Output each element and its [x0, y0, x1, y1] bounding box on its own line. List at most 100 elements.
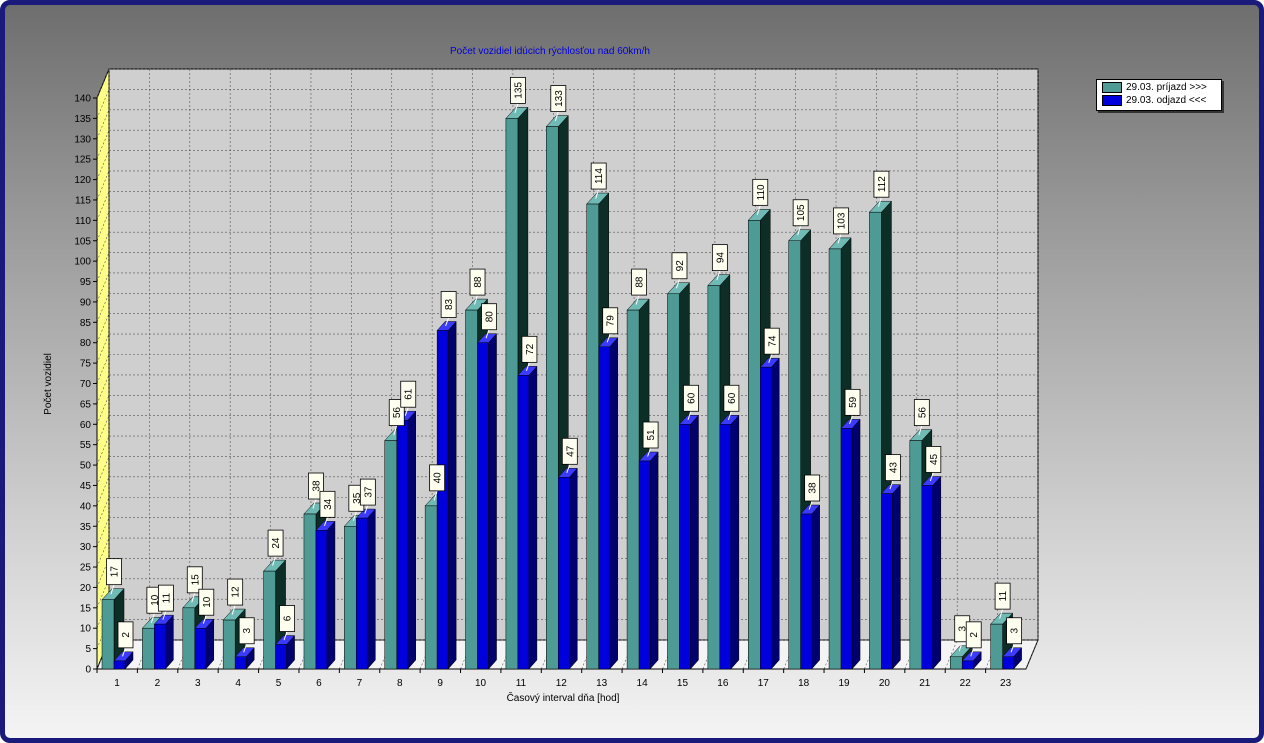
data-label: 114 — [594, 168, 605, 184]
bar — [303, 513, 317, 670]
y-tick-label: 105 — [74, 236, 91, 247]
y-tick-label: 135 — [74, 114, 91, 125]
y-tick-label: 75 — [80, 359, 92, 370]
data-label-leader — [687, 411, 692, 420]
data-label-box — [792, 199, 809, 227]
data-label: 6 — [283, 615, 294, 621]
data-label: 12 — [231, 586, 242, 598]
data-label-box — [561, 437, 578, 465]
y-tick-label: 5 — [85, 644, 91, 655]
data-label: 56 — [917, 407, 928, 419]
data-label-box — [550, 85, 567, 112]
data-label-box — [833, 207, 849, 235]
bar — [961, 660, 974, 670]
grid-line-floor — [258, 639, 271, 670]
bar-side — [851, 418, 861, 670]
data-label-box — [510, 76, 526, 104]
bar-side — [488, 333, 497, 670]
data-label: 35 — [352, 492, 363, 504]
grid-line-floor — [217, 639, 231, 670]
data-label-leader — [716, 270, 721, 281]
data-label-leader — [999, 608, 1004, 619]
grid-line-floor — [419, 639, 433, 670]
bar — [869, 211, 882, 670]
grid-line-side — [96, 272, 110, 303]
y-tick-label: 110 — [75, 216, 91, 227]
bar — [101, 599, 115, 670]
grid-line-side — [96, 537, 110, 568]
bar-side — [367, 508, 376, 670]
bar — [1002, 656, 1014, 670]
bar — [424, 505, 438, 670]
data-label-box — [227, 578, 244, 606]
data-label: 74 — [767, 335, 778, 347]
data-label-box — [157, 584, 174, 612]
data-label-leader — [595, 188, 600, 199]
bar — [949, 656, 963, 670]
y-tick-label: 20 — [80, 583, 92, 594]
x-tick-label: 8 — [397, 678, 403, 689]
y-tick-label: 120 — [74, 175, 91, 186]
grid-line-floor — [581, 639, 594, 670]
data-label-box — [913, 399, 930, 427]
data-label-leader — [958, 641, 963, 652]
data-label-box — [804, 474, 821, 502]
y-tick-label: 90 — [80, 297, 92, 308]
grid-line-side — [96, 170, 110, 201]
data-label: 51 — [646, 429, 657, 441]
bar — [465, 309, 478, 670]
y-tick-label: 35 — [80, 522, 92, 533]
x-tick-label: 15 — [677, 678, 689, 689]
y-tick-label: 65 — [80, 399, 92, 410]
data-label-leader — [566, 464, 571, 473]
y-tick-label: 70 — [80, 379, 92, 390]
data-label-box — [602, 307, 619, 335]
bar — [760, 366, 772, 670]
data-label-leader — [393, 425, 398, 436]
data-label-box — [763, 327, 780, 355]
x-tick-label: 18 — [798, 678, 810, 689]
bar-side — [811, 504, 820, 670]
grid-line-side — [96, 415, 110, 445]
data-label: 15 — [190, 574, 201, 586]
grid-line-side — [96, 232, 110, 262]
x-tick-label: 2 — [155, 678, 161, 689]
bar-side — [892, 483, 901, 670]
data-label-leader — [191, 592, 196, 603]
y-tick-label: 95 — [80, 277, 92, 288]
data-label: 72 — [525, 343, 536, 355]
grid-line-side — [96, 150, 110, 180]
data-label-box — [965, 621, 982, 649]
grid-line-floor — [904, 639, 918, 670]
legend-label-prijazd: 29.03. príjazd >>> — [1126, 82, 1207, 94]
grid-line-side — [96, 435, 110, 466]
data-label-box — [400, 380, 417, 408]
y-tick-label: 25 — [80, 563, 92, 574]
bar-side — [165, 614, 174, 670]
bar — [667, 293, 680, 670]
data-label-leader — [970, 647, 975, 657]
data-label: 79 — [606, 315, 617, 327]
bar — [222, 619, 236, 670]
data-label: 43 — [888, 462, 899, 474]
x-tick-label: 6 — [316, 678, 322, 689]
data-label-box — [521, 335, 538, 363]
bar — [194, 627, 207, 670]
y-tick-label: 125 — [74, 155, 91, 166]
grid-line-side — [96, 456, 110, 486]
data-label-box — [683, 384, 699, 412]
bar — [881, 493, 893, 670]
bar — [546, 126, 559, 670]
data-label-box — [590, 162, 607, 190]
data-label-leader — [756, 205, 761, 216]
data-label-leader — [837, 233, 842, 244]
bar — [113, 660, 126, 670]
bar — [598, 346, 610, 670]
x-tick-label: 16 — [717, 678, 729, 689]
bar-side — [730, 414, 740, 670]
x-axis-label: Časový interval dňa [hod] — [507, 691, 620, 704]
x-tick-label: 5 — [276, 678, 282, 689]
bar — [142, 627, 155, 670]
data-label-box — [117, 621, 134, 649]
grid-line-floor — [96, 639, 110, 670]
